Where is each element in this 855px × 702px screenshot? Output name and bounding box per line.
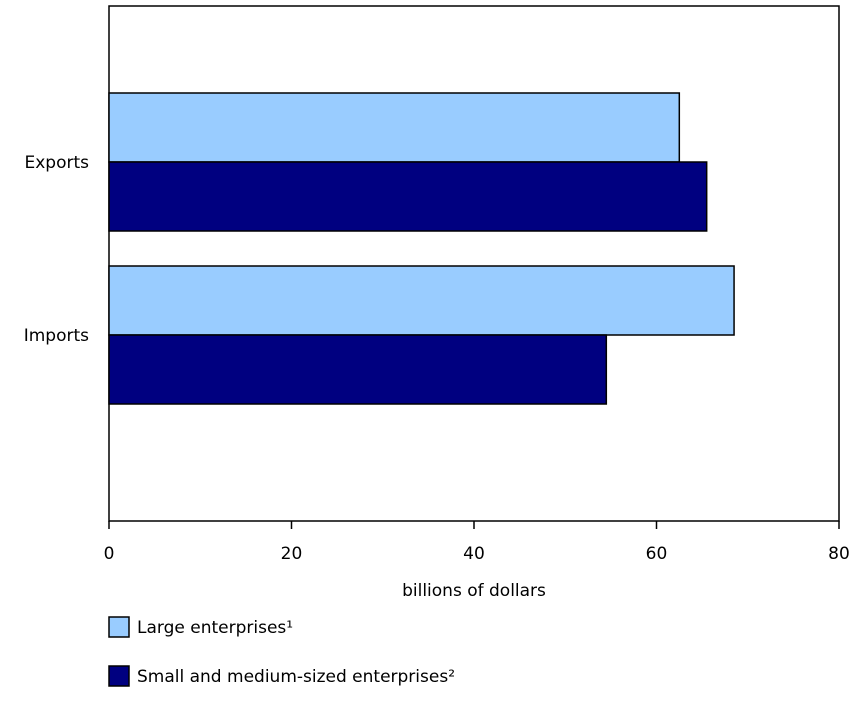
category-label-imports: Imports: [24, 326, 89, 346]
x-tick-label: 80: [828, 544, 850, 564]
x-tick-label: 60: [646, 544, 668, 564]
legend-swatch-series-2: [108, 665, 130, 687]
x-axis-title: billions of dollars: [402, 581, 546, 601]
x-tick-label: 20: [281, 544, 303, 564]
bars-group: [108, 92, 735, 405]
x-tick-label: 40: [463, 544, 485, 564]
bar-imports-series-1: [108, 265, 735, 336]
bar-exports-series-2: [108, 161, 708, 232]
bar-imports-series-2: [108, 334, 608, 405]
legend: Large enterprises¹ Small and medium-sized…: [108, 616, 455, 687]
bar-exports-series-1: [108, 92, 681, 163]
category-labels: Exports Imports: [24, 153, 89, 346]
legend-swatch-series-1: [108, 616, 130, 638]
legend-label-series-1: Large enterprises¹: [137, 618, 293, 638]
category-label-exports: Exports: [24, 153, 89, 173]
plot-area-frame: [108, 5, 840, 522]
x-axis-ticks: 0 20 40 60 80: [104, 521, 850, 564]
x-tick-label: 0: [104, 544, 115, 564]
legend-label-series-2: Small and medium-sized enterprises²: [137, 667, 455, 687]
